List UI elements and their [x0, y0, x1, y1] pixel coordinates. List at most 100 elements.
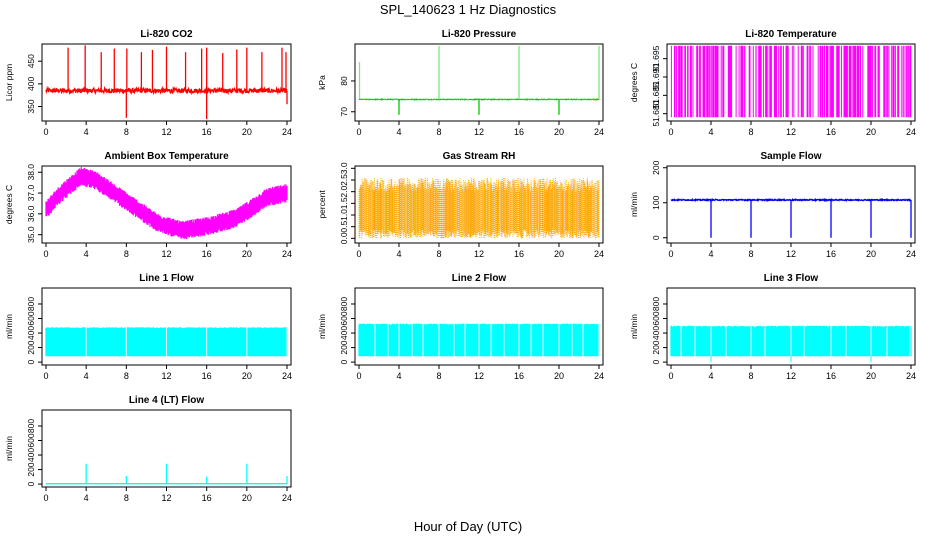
y-tick-label: 0	[339, 359, 349, 364]
x-tick-label: 12	[786, 249, 796, 259]
panel-title: Sample Flow	[760, 151, 821, 162]
y-tick-label: 800	[651, 297, 661, 311]
x-tick-label: 24	[594, 371, 604, 381]
x-tick-label: 16	[202, 249, 212, 259]
x-tick-label: 12	[161, 127, 171, 137]
y-tick-label: 80	[339, 76, 349, 86]
x-tick-label: 16	[202, 127, 212, 137]
x-tick-label: 0	[43, 493, 48, 503]
y-tick-label: 200	[26, 340, 36, 354]
series-pressure	[358, 45, 600, 115]
x-tick-label: 24	[282, 371, 292, 381]
x-tick-label: 16	[514, 127, 524, 137]
x-tick-label: 4	[708, 249, 713, 259]
x-tick-label: 20	[242, 249, 252, 259]
y-tick-label: 600	[26, 311, 36, 325]
x-tick-label: 0	[43, 371, 48, 381]
series-licor-temp	[670, 45, 912, 118]
y-tick-label: 200	[651, 160, 661, 174]
y-tick-label: 600	[339, 311, 349, 325]
x-tick-label: 24	[282, 127, 292, 137]
x-tick-label: 8	[124, 371, 129, 381]
panel-sample-flow: Sample Flow ml/min 0 4 8 12 16 20 24 0 100 200	[629, 151, 916, 259]
y-tick-label: 600	[651, 311, 661, 325]
x-tick-label: 4	[708, 371, 713, 381]
x-tick-label: 16	[826, 371, 836, 381]
x-tick-label: 4	[84, 371, 89, 381]
y-tick-label: 0	[651, 359, 661, 364]
panel-co2: Li-820 CO2 Licor ppm 0 4 8 12 16 20 24 350 400 450	[4, 29, 292, 137]
panel-title: Ambient Box Temperature	[104, 151, 229, 162]
panel-line4: Line 4 (LT) Flow ml/min 0 4 8 12 16 20 24 0 200400…	[4, 395, 292, 503]
y-axis-label: ml/min	[4, 436, 14, 461]
x-tick-label: 8	[124, 249, 129, 259]
x-tick-label: 16	[514, 371, 524, 381]
y-tick-label: 450	[26, 54, 36, 68]
x-tick-label: 16	[514, 249, 524, 259]
panel-title: Line 1 Flow	[139, 273, 194, 284]
rh-trace	[358, 177, 600, 239]
x-tick-label: 12	[786, 371, 796, 381]
y-tick-label: 400	[26, 326, 36, 340]
y-tick-label: 2.5	[339, 174, 349, 186]
x-tick-label: 24	[594, 249, 604, 259]
x-tick-label: 8	[124, 127, 129, 137]
x-tick-label: 24	[906, 371, 916, 381]
ambient-trace	[45, 167, 288, 239]
x-tick-label: 16	[202, 493, 212, 503]
x-tick-label: 24	[282, 249, 292, 259]
panel-title: Li-820 CO2	[140, 29, 193, 40]
y-axis-label: degrees C	[629, 63, 639, 102]
series-line4	[46, 463, 288, 485]
x-tick-label: 20	[242, 127, 252, 137]
x-tick-label: 8	[748, 249, 753, 259]
x-tick-label: 12	[474, 371, 484, 381]
x-tick-label: 8	[436, 249, 441, 259]
series-line2	[358, 323, 600, 357]
x-tick-label: 24	[906, 127, 916, 137]
x-tick-label: 12	[161, 371, 171, 381]
panel-line2: Line 2 Flow ml/min 0 4 8 12 16 20 24 0 20040060080…	[317, 273, 604, 381]
y-tick-label: 350	[26, 99, 36, 113]
series-rh	[358, 177, 600, 239]
y-tick-label: 70	[339, 107, 349, 117]
y-tick-label: 38.0	[26, 164, 36, 181]
x-tick-label: 20	[554, 127, 564, 137]
x-tick-label: 0	[43, 127, 48, 137]
y-tick-label: 0	[651, 235, 661, 240]
panel-title: Line 3 Flow	[764, 273, 819, 284]
panel-ambient-temp: Ambient Box Temperature degrees C 0 4 8 12 16 2…	[4, 151, 292, 259]
panel-rh: Gas Stream RH percent 0 4 8 12 16 20 24 0.00.51.0…	[317, 151, 604, 259]
y-tick-label: 3.0	[339, 162, 349, 174]
y-tick-label: 0	[26, 481, 36, 486]
x-tick-label: 4	[708, 127, 713, 137]
x-tick-label: 8	[748, 371, 753, 381]
y-tick-label: 400	[26, 448, 36, 462]
x-tick-label: 8	[436, 371, 441, 381]
x-tick-label: 12	[161, 249, 171, 259]
panel-title: Gas Stream RH	[443, 151, 516, 162]
x-tick-label: 16	[202, 371, 212, 381]
y-tick-label: 36.0	[26, 205, 36, 222]
x-tick-label: 20	[866, 371, 876, 381]
x-tick-label: 20	[242, 371, 252, 381]
x-tick-label: 12	[161, 493, 171, 503]
y-axis-label: ml/min	[4, 314, 14, 339]
x-tick-label: 12	[786, 127, 796, 137]
x-tick-label: 20	[554, 371, 564, 381]
y-tick-label: 200	[26, 462, 36, 476]
x-tick-label: 0	[356, 249, 361, 259]
y-tick-label: 2.0	[339, 185, 349, 197]
x-tick-label: 4	[84, 249, 89, 259]
panel-title: Line 2 Flow	[452, 273, 507, 284]
x-tick-label: 16	[826, 127, 836, 137]
x-tick-label: 4	[84, 493, 89, 503]
y-axis-label: Licor ppm	[4, 64, 14, 101]
x-tick-label: 20	[242, 493, 252, 503]
panel-title: Line 4 (LT) Flow	[129, 395, 205, 406]
x-tick-label: 20	[866, 249, 876, 259]
panel-pressure: Li-820 Pressure kPa 0 4 8 12 16 20 24 70 80	[317, 29, 604, 137]
x-tick-label: 0	[356, 127, 361, 137]
x-tick-label: 24	[282, 493, 292, 503]
